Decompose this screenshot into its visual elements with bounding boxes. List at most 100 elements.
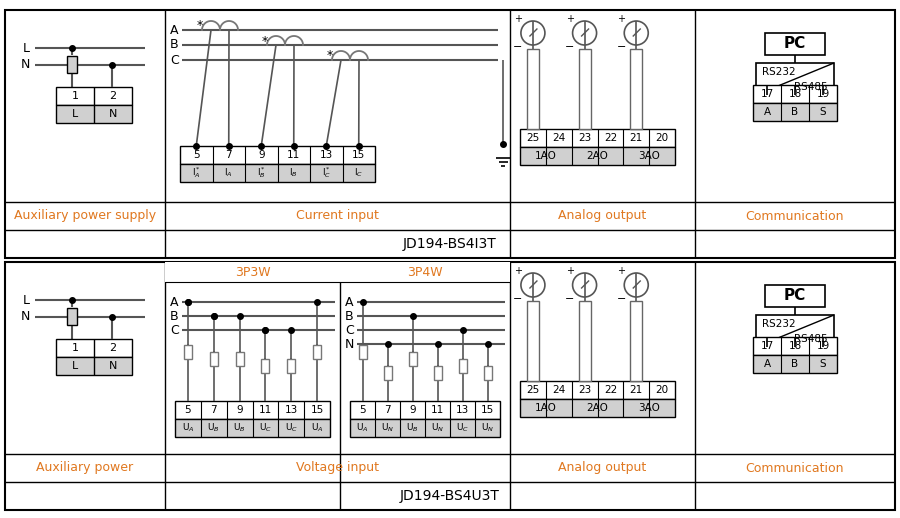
Text: 11: 11 [287,150,301,160]
Text: 15: 15 [352,150,365,160]
Text: 13: 13 [284,405,298,415]
Text: U$_N$: U$_N$ [481,422,494,434]
Bar [458,358,466,372]
Text: 24: 24 [552,133,565,143]
Text: N: N [345,338,355,351]
Text: JD194-BS4I3T: JD194-BS4I3T [403,237,497,251]
Bar [56,339,132,357]
Text: 2: 2 [110,91,117,101]
Bar [184,344,192,358]
Text: U$_B$: U$_B$ [207,422,220,434]
Text: 19: 19 [816,341,830,351]
Text: Analog output: Analog output [558,209,646,223]
Bar [753,355,837,373]
Text: 25: 25 [526,133,539,143]
Text: 9: 9 [237,405,243,415]
Text: U$_B$: U$_B$ [233,422,246,434]
Text: A: A [763,359,770,369]
Text: N: N [109,109,117,119]
Text: I$_B^*$: I$_B^*$ [256,166,266,180]
Text: −: − [565,294,574,304]
Bar [765,285,825,307]
Bar [236,352,244,366]
Text: 18: 18 [788,89,802,99]
Text: C: C [170,324,179,337]
Text: *: * [262,35,268,48]
Text: I$_A$: I$_A$ [224,167,233,179]
Text: S: S [820,359,826,369]
Text: 22: 22 [604,133,617,143]
Text: 17: 17 [760,341,774,351]
Text: 15: 15 [481,405,494,415]
Text: 21: 21 [630,133,643,143]
Text: U$_A$: U$_A$ [356,422,369,434]
Bar [287,358,295,372]
Text: L: L [72,361,78,371]
Bar [630,301,643,381]
Text: −: − [616,294,625,304]
Text: −: − [616,42,625,52]
Bar [765,33,825,55]
Text: U$_A$: U$_A$ [310,422,323,434]
Text: 2AO: 2AO [587,403,608,413]
Bar [350,401,500,419]
Bar [56,357,132,375]
Bar [180,164,375,182]
Text: 9: 9 [258,150,265,160]
Bar [520,381,675,399]
Text: Communication: Communication [746,462,844,474]
Text: U$_C$: U$_C$ [456,422,469,434]
Text: 13: 13 [320,150,333,160]
Text: L: L [72,109,78,119]
Text: RS485: RS485 [794,82,828,92]
Text: *: * [197,20,203,33]
Text: 23: 23 [578,385,591,395]
Text: Auxiliary power supply: Auxiliary power supply [14,209,156,223]
Text: 9: 9 [410,405,416,415]
Text: U$_N$: U$_N$ [381,422,394,434]
Text: U$_A$: U$_A$ [182,422,194,434]
Text: 3AO: 3AO [638,403,660,413]
Bar [753,103,837,121]
Text: L: L [23,294,30,307]
Text: U$_N$: U$_N$ [431,422,444,434]
Bar [5,10,895,258]
Text: 2: 2 [110,343,117,353]
Text: 11: 11 [431,405,444,415]
Text: 22: 22 [604,385,617,395]
Bar [756,63,834,95]
Text: +: + [565,14,573,24]
Text: 24: 24 [552,385,565,395]
Text: 19: 19 [816,89,830,99]
Text: JD194-BS4U3T: JD194-BS4U3T [400,489,500,503]
Text: −: − [513,42,523,52]
Bar [753,85,837,103]
Text: N: N [21,310,30,324]
Text: B: B [345,309,354,323]
Text: 5: 5 [184,405,191,415]
Text: U$_C$: U$_C$ [284,422,298,434]
Text: −: − [565,42,574,52]
Text: A: A [170,295,178,309]
Text: +: + [514,14,522,24]
Bar [67,308,77,325]
Text: PC: PC [784,289,806,304]
Bar [409,352,417,366]
Text: L: L [23,41,30,54]
Text: Auxiliary power: Auxiliary power [36,462,133,474]
Bar [210,352,218,366]
Text: S: S [820,107,826,117]
Text: N: N [109,361,117,371]
Bar [630,49,643,129]
Text: N: N [21,59,30,71]
Text: I$_A^*$: I$_A^*$ [192,166,201,180]
Text: 1: 1 [71,343,78,353]
Text: 21: 21 [630,385,643,395]
Text: 3P4W: 3P4W [407,266,443,279]
Text: 2AO: 2AO [587,151,608,161]
Text: −: − [513,294,523,304]
Text: 7: 7 [211,405,217,415]
Text: RS232: RS232 [762,67,796,77]
Text: 3P3W: 3P3W [235,266,270,279]
Bar [756,315,834,347]
